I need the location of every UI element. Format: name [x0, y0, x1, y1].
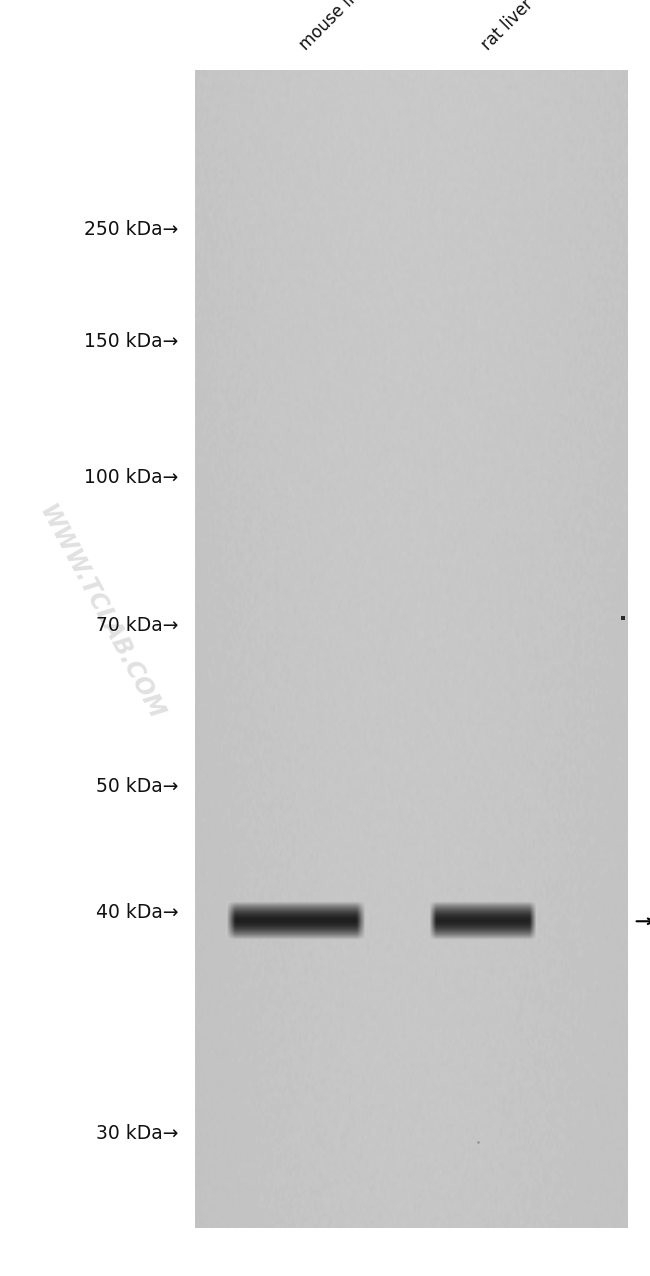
Text: mouse liver: mouse liver	[296, 0, 378, 54]
Text: 50 kDa→: 50 kDa→	[96, 777, 179, 795]
Text: 40 kDa→: 40 kDa→	[96, 903, 179, 921]
Text: 150 kDa→: 150 kDa→	[84, 333, 179, 351]
Text: 30 kDa→: 30 kDa→	[96, 1124, 179, 1142]
Text: 250 kDa→: 250 kDa→	[84, 221, 179, 239]
Text: 100 kDa→: 100 kDa→	[84, 468, 179, 486]
Text: WWW.TCLAB.COM: WWW.TCLAB.COM	[34, 501, 168, 723]
Text: rat liver: rat liver	[478, 0, 536, 54]
FancyBboxPatch shape	[195, 70, 627, 1228]
Text: 70 kDa→: 70 kDa→	[96, 616, 179, 634]
